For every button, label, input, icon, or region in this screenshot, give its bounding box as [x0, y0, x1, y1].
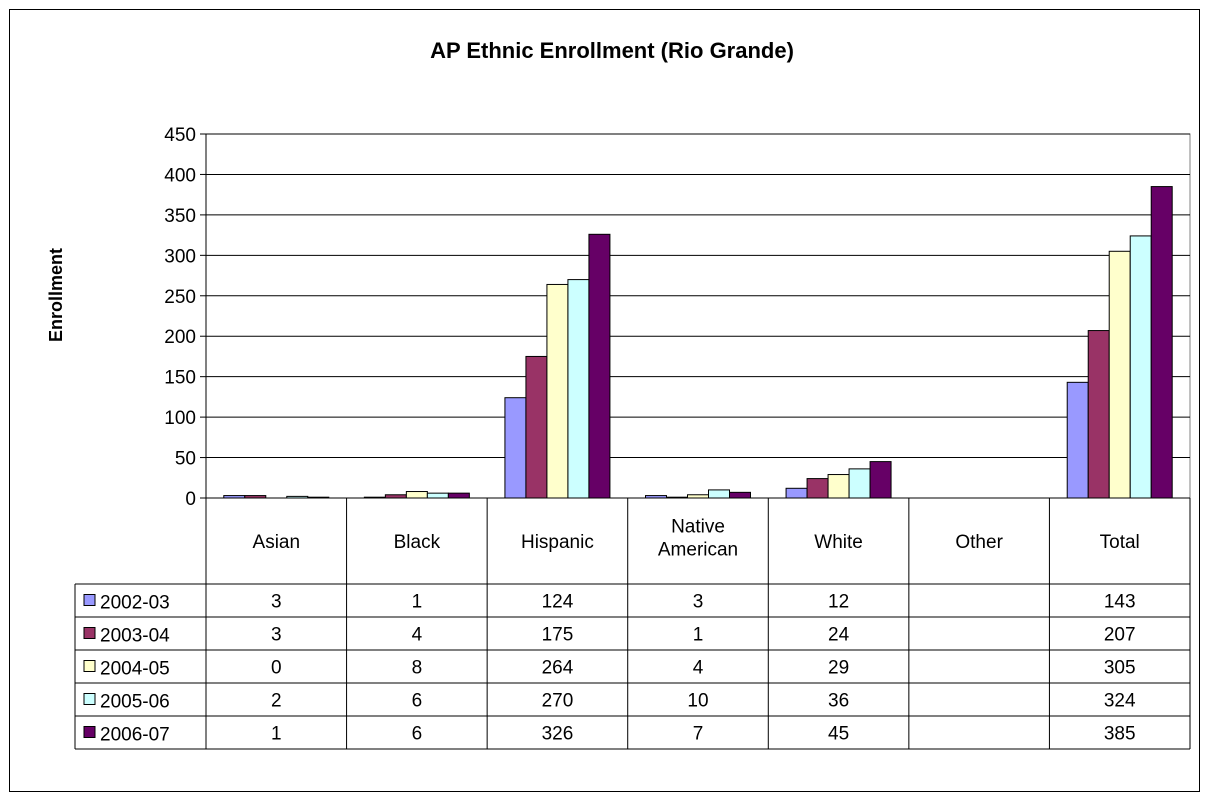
- bar: [1129, 235, 1152, 499]
- legend-swatch: [83, 693, 96, 705]
- table-cell-value: 326: [542, 724, 574, 745]
- legend-swatch: [83, 594, 96, 606]
- table-cell-value: 124: [542, 592, 574, 613]
- bar: [447, 492, 470, 499]
- table-cell-value: 305: [1104, 658, 1136, 679]
- bar: [588, 233, 611, 499]
- table-cell-value: 270: [542, 691, 574, 712]
- bar: [1066, 381, 1089, 499]
- table-cell-value: 24: [828, 625, 850, 646]
- table-cell-value: 8: [412, 658, 423, 679]
- y-tick-label: 50: [175, 449, 196, 470]
- table-cell-value: 175: [542, 625, 574, 646]
- legend-label: 2003-04: [100, 626, 170, 647]
- table-cell-value: 207: [1104, 625, 1136, 646]
- legend-label: 2006-07: [100, 725, 170, 746]
- table-cell-value: 1: [271, 724, 282, 745]
- y-tick-labels: 0 50 100 150 200 250 300 350 400 450: [164, 125, 196, 510]
- table-cell-value: 6: [412, 724, 423, 745]
- bar: [525, 355, 548, 499]
- gridlines: [200, 133, 1191, 499]
- category-label: Other: [955, 532, 1003, 553]
- bar: [1150, 186, 1173, 499]
- table-cell-value: 1: [693, 625, 704, 646]
- bar: [504, 397, 527, 499]
- table-cell-value: 385: [1104, 724, 1136, 745]
- table-cell-value: 3: [271, 592, 282, 613]
- table-cell-value: 3: [271, 625, 282, 646]
- table-cell-value: 4: [693, 658, 704, 679]
- y-tick-label: 0: [185, 489, 196, 510]
- bar: [1087, 330, 1110, 499]
- chart-title: AP Ethnic Enrollment (Rio Grande): [430, 38, 794, 63]
- chart-frame: AP Ethnic Enrollment (Rio Grande) Enroll…: [9, 9, 1200, 792]
- y-tick-label: 150: [164, 368, 196, 389]
- bar: [806, 478, 829, 499]
- legend-swatch: [83, 660, 96, 672]
- chart-svg: AP Ethnic Enrollment (Rio Grande) Enroll…: [46, 38, 1191, 750]
- category-label: Black: [394, 532, 441, 553]
- bar: [848, 468, 871, 499]
- table-cell-value: 7: [693, 724, 704, 745]
- table-cell-value: 29: [828, 658, 849, 679]
- bar: [869, 461, 892, 499]
- category-label: White: [814, 532, 863, 553]
- y-tick-label: 350: [164, 206, 196, 227]
- bar: [708, 489, 730, 499]
- legend-swatch: [83, 726, 96, 738]
- bar: [426, 492, 449, 499]
- table-cell-value: 2: [271, 691, 282, 712]
- y-tick-label: 100: [164, 408, 196, 429]
- table-cell-value: 324: [1104, 691, 1136, 712]
- bar: [785, 487, 808, 499]
- category-label: American: [658, 540, 738, 561]
- table-cell-value: 3: [693, 592, 704, 613]
- y-tick-label: 400: [164, 165, 196, 186]
- bar: [1108, 250, 1131, 499]
- legend-label: 2004-05: [100, 659, 170, 680]
- table-cell-value: 36: [828, 691, 849, 712]
- table-cell-value: 6: [412, 691, 423, 712]
- bar: [567, 279, 590, 499]
- table-cell-value: 45: [828, 724, 849, 745]
- table-cell-value: 264: [542, 658, 574, 679]
- legend-swatch: [83, 627, 96, 639]
- bar: [405, 491, 428, 499]
- table-cell-value: 10: [687, 691, 708, 712]
- table-cell-value: 1: [412, 592, 423, 613]
- bar: [827, 474, 850, 499]
- y-tick-label: 250: [164, 287, 196, 308]
- plot-area: [205, 133, 1191, 499]
- y-axis-label: Enrollment: [46, 248, 66, 342]
- category-label: Native: [671, 517, 725, 538]
- bars: [223, 186, 1173, 499]
- table-cell-value: 12: [828, 592, 849, 613]
- table-cell-value: 0: [271, 658, 282, 679]
- y-tick-label: 200: [164, 327, 196, 348]
- table-cell-value: 143: [1104, 592, 1136, 613]
- bar: [546, 283, 569, 499]
- y-tick-label: 300: [164, 246, 196, 267]
- bar: [729, 491, 751, 499]
- y-tick-label: 450: [164, 125, 196, 146]
- category-label: Total: [1100, 532, 1140, 553]
- category-label: Hispanic: [521, 532, 594, 553]
- legend-label: 2002-03: [100, 593, 170, 614]
- category-label: Asian: [253, 532, 301, 553]
- table-cell-value: 4: [412, 625, 423, 646]
- legend-label: 2005-06: [100, 692, 170, 713]
